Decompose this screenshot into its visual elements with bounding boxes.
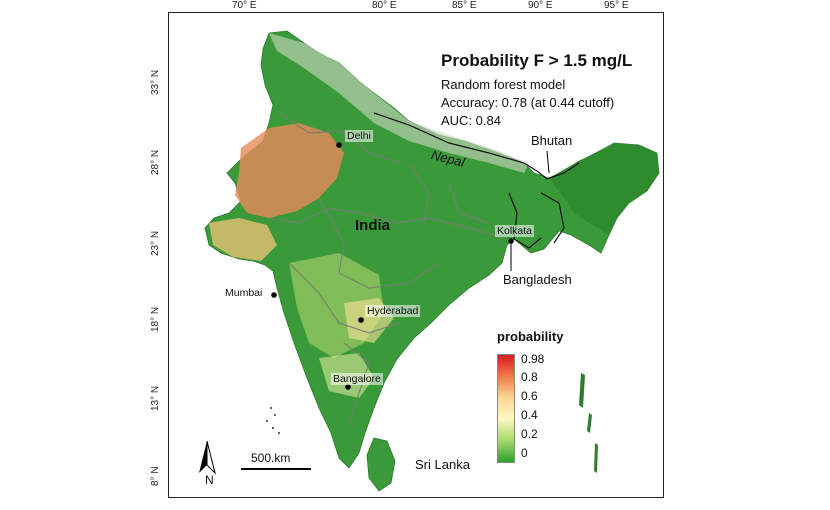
lat-tick-18: 18° N: [150, 306, 161, 332]
country-india: India: [355, 217, 391, 234]
sri-lanka-island: [366, 437, 396, 492]
map-canvas: [199, 30, 660, 492]
lat-tick-23: 23° N: [150, 230, 161, 256]
lon-tick-70: 70° E: [232, 0, 257, 11]
auc-label: AUC: 0.84: [441, 113, 501, 128]
delhi-dot: [336, 142, 342, 148]
lat-tick-8: 8° N: [150, 466, 161, 486]
rajasthan-hotspot: [235, 123, 344, 218]
lat-tick-28: 28° N: [150, 149, 161, 175]
legend-label-0: 0.98: [521, 352, 545, 366]
legend-title: probability: [497, 329, 564, 344]
country-bangladesh: Bangladesh: [503, 272, 572, 287]
hyderabad-dot: [358, 317, 364, 323]
lakshadweep-islands: [266, 407, 280, 434]
city-delhi: Delhi: [345, 130, 373, 142]
legend-label-5: 0: [521, 446, 528, 460]
himalaya-band: [269, 33, 529, 173]
lon-tick-85: 85° E: [452, 0, 477, 11]
legend-label-1: 0.8: [521, 370, 538, 384]
country-sri-lanka: Sri Lanka: [415, 457, 470, 472]
country-borders: [373, 112, 580, 249]
legend-colorbar: [497, 354, 515, 463]
bhutan-leader: [546, 150, 550, 174]
lat-tick-33: 33° N: [150, 69, 161, 95]
scale-bar: [241, 468, 311, 470]
city-mumbai: Mumbai: [225, 287, 263, 299]
legend-label-4: 0.2: [521, 427, 538, 441]
gujarat-zone: [209, 218, 277, 261]
legend-label-2: 0.6: [521, 389, 538, 403]
lon-tick-80: 80° E: [372, 0, 397, 11]
model-label: Random forest model: [441, 77, 566, 92]
city-bangalore: Bangalore: [331, 373, 383, 385]
scale-bar-label: 500.km: [251, 451, 291, 465]
map-title: Probability F > 1.5 mg/L: [441, 51, 633, 70]
bangalore-dot: [345, 384, 351, 390]
lat-tick-13: 13° N: [150, 385, 161, 411]
country-bhutan: Bhutan: [531, 133, 573, 148]
city-hyderabad: Hyderabad: [365, 305, 421, 317]
lon-tick-90: 90° E: [528, 0, 553, 11]
map-frame: Probability F > 1.5 mg/L Random forest m…: [168, 12, 664, 498]
north-label: N: [205, 473, 214, 487]
kolkata-dot: [508, 238, 514, 244]
northeast-region: [549, 143, 659, 235]
legend-label-3: 0.4: [521, 408, 538, 422]
city-kolkata: Kolkata: [495, 225, 535, 237]
north-arrow-icon: [199, 440, 216, 475]
lon-tick-95: 95° E: [604, 0, 629, 11]
accuracy-label: Accuracy: 0.78 (at 0.44 cutoff): [441, 95, 615, 110]
mumbai-dot: [271, 292, 277, 298]
andaman-islands: [579, 373, 598, 473]
